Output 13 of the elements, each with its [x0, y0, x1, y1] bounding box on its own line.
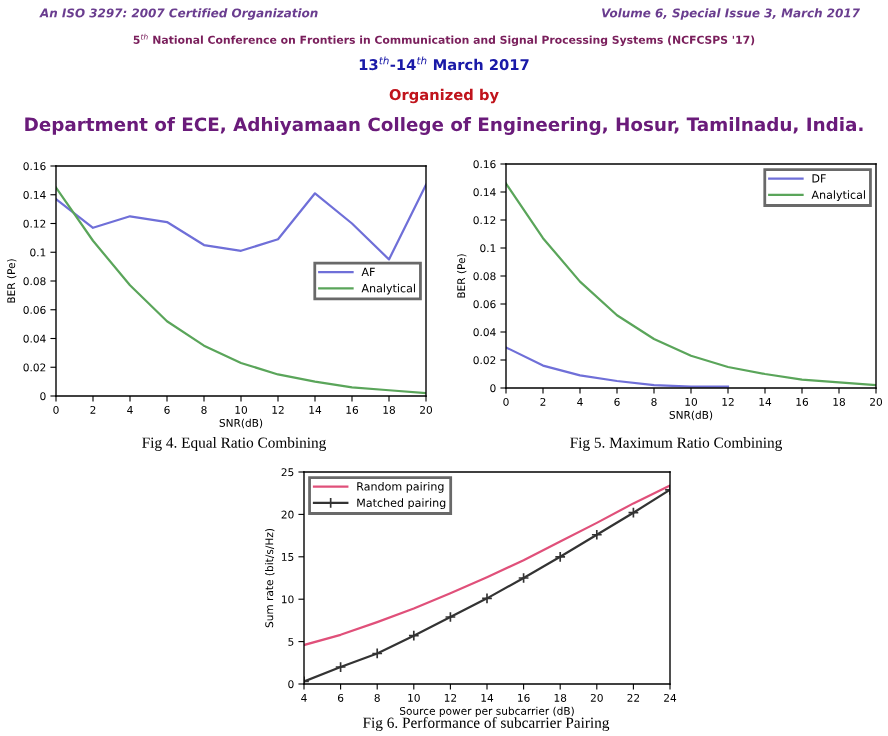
- text: Department of ECE, Adhiyamaan College of Engineering, Hosur, Tamilnadu, India.: [25, 117, 863, 135]
- point: [334, 661, 347, 673]
- point: [517, 572, 530, 584]
- point: [444, 611, 457, 623]
- line-series: [506, 346, 730, 388]
- point: [591, 529, 603, 541]
- point: [554, 551, 566, 563]
- point: [408, 629, 420, 642]
- point: [371, 647, 383, 660]
- line-series: [56, 183, 426, 261]
- point: [481, 592, 493, 605]
- line-series: [304, 484, 670, 647]
- point: [627, 507, 640, 519]
